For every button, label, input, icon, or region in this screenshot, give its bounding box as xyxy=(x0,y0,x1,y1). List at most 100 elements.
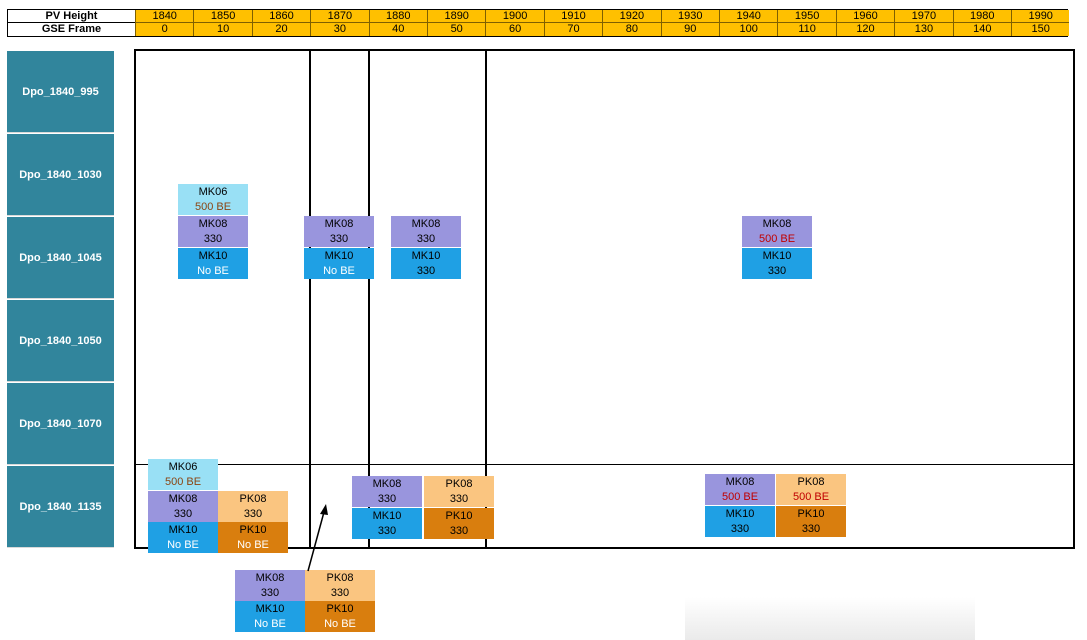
cell-value: 500 BE xyxy=(194,201,232,213)
cell-name: MK08 xyxy=(324,218,354,230)
pv-height-cell: 1840 xyxy=(135,10,194,23)
cell-value: 500 BE xyxy=(164,476,202,488)
row-label: Dpo_1840_1135 xyxy=(7,466,114,548)
mk08-cell: MK08 330 xyxy=(148,491,218,522)
gse-frame-cell: 70 xyxy=(543,23,603,36)
cell-name: MK08 xyxy=(168,493,198,505)
cell-name: PK08 xyxy=(239,493,267,505)
gse-frame-cell: 110 xyxy=(777,23,836,36)
header-table: PV Height GSE Frame 1840 0 1850 10 1860 20 187… xyxy=(7,9,1070,37)
pk10-cell: PK10 330 xyxy=(776,506,846,537)
cell-name: MK08 xyxy=(198,218,228,230)
pv-height-cell: 1850 xyxy=(193,10,252,23)
mk08-cell: MK08 500 BE xyxy=(742,216,812,247)
pv-height-cell: 1870 xyxy=(310,10,369,23)
mk06-cell: MK06 500 BE xyxy=(148,459,218,490)
cell-name: PK10 xyxy=(797,508,825,520)
mk10-cell: MK10 330 xyxy=(391,248,461,279)
cell-name: MK08 xyxy=(411,218,441,230)
cell-value: 330 xyxy=(449,493,469,505)
pv-height-cell: 1980 xyxy=(952,10,1011,23)
divider-line xyxy=(368,49,370,549)
cell-value: 330 xyxy=(260,587,280,599)
cell-name: MK08 xyxy=(372,478,402,490)
pv-height-cell: 1990 xyxy=(1011,10,1070,23)
cell-value: 330 xyxy=(330,587,350,599)
pk08-cell: PK08 330 xyxy=(218,491,288,522)
gse-frame-cell: 60 xyxy=(485,23,544,36)
cell-name: MK10 xyxy=(762,250,792,262)
cell-name: MK08 xyxy=(255,572,285,584)
cell-value: No BE xyxy=(237,539,269,551)
cell-value: No BE xyxy=(167,539,199,551)
gse-frame-cell: 30 xyxy=(310,23,369,36)
mk10-cell: MK10 No BE xyxy=(235,601,305,632)
mk08-cell: MK08 500 BE xyxy=(705,474,775,505)
row-label: Dpo_1840_1050 xyxy=(7,300,114,382)
row-divider-line xyxy=(134,464,1075,465)
cell-value: 330 xyxy=(767,265,787,277)
pv-height-cell: 1900 xyxy=(485,10,544,23)
cell-name: MK10 xyxy=(324,250,354,262)
pk08-cell: PK08 330 xyxy=(424,476,494,507)
gse-frame-cell: 150 xyxy=(1011,23,1070,36)
cell-name: MK08 xyxy=(725,476,755,488)
gse-frame-cell: 130 xyxy=(894,23,953,36)
mk10-cell: MK10 330 xyxy=(352,508,422,539)
mk08-cell: MK08 330 xyxy=(178,216,248,247)
pv-height-cell: 1970 xyxy=(894,10,953,23)
pv-height-cell: 1880 xyxy=(368,10,427,23)
cell-value: No BE xyxy=(197,265,229,277)
cell-value: 330 xyxy=(416,265,436,277)
gse-frame-cell: 100 xyxy=(719,23,778,36)
cell-name: PK08 xyxy=(445,478,473,490)
pv-height-cell: 1920 xyxy=(602,10,661,23)
pv-height-cell: 1950 xyxy=(777,10,836,23)
cell-name: MK06 xyxy=(168,461,198,473)
pv-height-cell: 1860 xyxy=(251,10,311,23)
cell-name: MK10 xyxy=(255,603,285,615)
row-label: Dpo_1840_995 xyxy=(7,51,114,133)
gse-frame-cell: 140 xyxy=(952,23,1011,36)
pv-height-cell: 1960 xyxy=(835,10,895,23)
cell-value: No BE xyxy=(254,618,286,630)
cell-value: 500 BE xyxy=(792,491,830,503)
mk10-cell: MK10 No BE xyxy=(178,248,248,279)
gse-frame-cell: 20 xyxy=(251,23,311,36)
mk06-cell: MK06 500 BE xyxy=(178,184,248,215)
pk10-cell: PK10 330 xyxy=(424,508,494,539)
mk10-cell: MK10 330 xyxy=(742,248,812,279)
cell-value: No BE xyxy=(323,265,355,277)
cell-name: MK10 xyxy=(372,510,402,522)
gse-frame-cell: 90 xyxy=(660,23,719,36)
cell-value: 330 xyxy=(203,233,223,245)
pv-height-cell: 1890 xyxy=(427,10,486,23)
cell-name: MK10 xyxy=(725,508,755,520)
mk08-cell: MK08 330 xyxy=(235,570,305,601)
cell-value: 330 xyxy=(329,233,349,245)
pk10-cell: PK10 No BE xyxy=(305,601,375,632)
cell-name: PK08 xyxy=(326,572,354,584)
cell-name: MK10 xyxy=(198,250,228,262)
cell-name: MK10 xyxy=(168,524,198,536)
gse-frame-cell: 40 xyxy=(368,23,427,36)
pk08-cell: PK08 330 xyxy=(305,570,375,601)
cell-name: MK10 xyxy=(411,250,441,262)
mk08-cell: MK08 330 xyxy=(352,476,422,507)
gse-frame-cell: 0 xyxy=(135,23,194,36)
row-label: Dpo_1840_1045 xyxy=(7,217,114,299)
cell-value: 500 BE xyxy=(721,491,759,503)
mk10-cell: MK10 No BE xyxy=(304,248,374,279)
pv-height-cell: 1910 xyxy=(543,10,603,23)
row-label: Dpo_1840_1030 xyxy=(7,134,114,216)
divider-line xyxy=(485,49,487,549)
mk10-cell: MK10 No BE xyxy=(148,522,218,553)
cell-value: No BE xyxy=(324,618,356,630)
cell-value: 330 xyxy=(243,508,263,520)
gse-frame-cell: 80 xyxy=(602,23,661,36)
cell-value: 330 xyxy=(449,525,469,537)
pv-height-cell: 1940 xyxy=(719,10,778,23)
pv-height-label: PV Height xyxy=(8,10,135,23)
mk10-cell: MK10 330 xyxy=(705,506,775,537)
mk08-cell: MK08 330 xyxy=(391,216,461,247)
